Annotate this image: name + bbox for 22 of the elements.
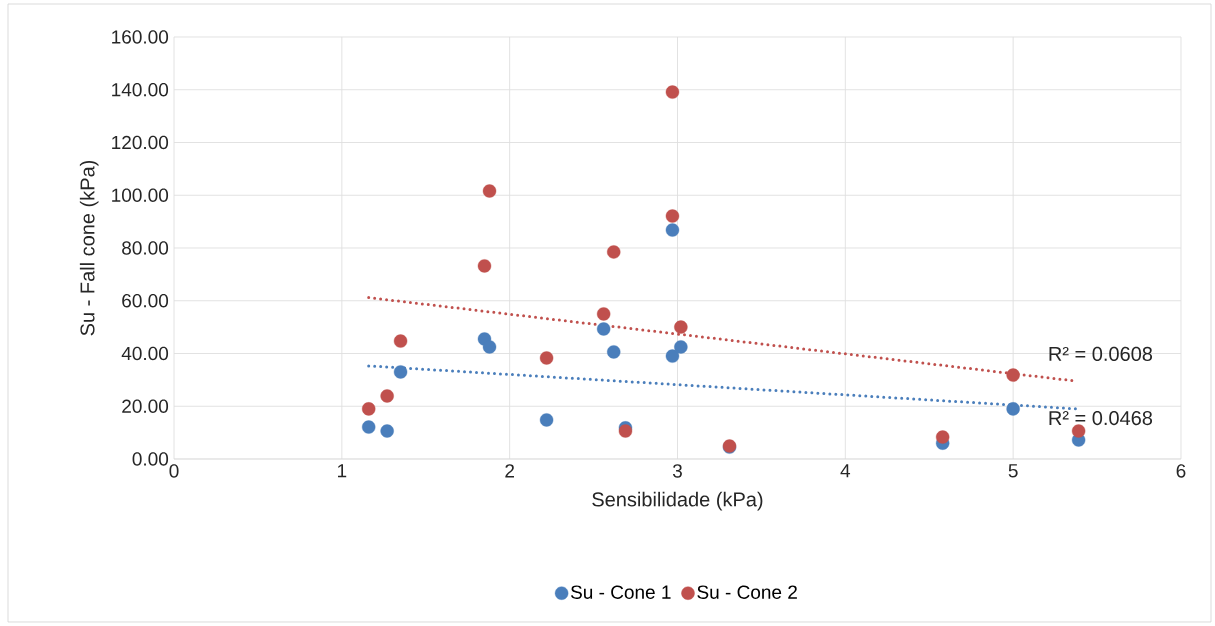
y-tick-label: 140.00 bbox=[112, 83, 169, 97]
y-tick-label: 100.00 bbox=[112, 188, 169, 202]
x-tick-label: 1 bbox=[338, 464, 347, 478]
y-axis-title: Su - Fall cone (kPa) bbox=[79, 160, 99, 336]
legend-label: Su - Cone 2 bbox=[697, 585, 797, 599]
x-tick-label: 4 bbox=[840, 464, 851, 478]
y-tick-label: 0.00 bbox=[132, 452, 169, 466]
x-tick-label: 3 bbox=[672, 464, 682, 478]
x-tick-label: 6 bbox=[1176, 464, 1186, 478]
x-tick-label: 0 bbox=[169, 464, 179, 478]
x-tick-label: 5 bbox=[1008, 464, 1018, 478]
y-tick-label: 120.00 bbox=[112, 135, 169, 150]
y-tick-label: 60.00 bbox=[122, 294, 169, 308]
annotation: R² = 0.0468 bbox=[1049, 410, 1153, 426]
y-tick-label: 40.00 bbox=[121, 346, 169, 361]
x-axis-title: Sensibilidade (kPa) bbox=[592, 491, 763, 511]
x-tick-label: 2 bbox=[505, 464, 514, 478]
y-tick-label: 20.00 bbox=[122, 399, 169, 413]
y-tick-label: 80.00 bbox=[122, 241, 169, 255]
annotation: R² = 0.0608 bbox=[1049, 346, 1153, 361]
legend-label: Su - Cone 1 bbox=[570, 585, 671, 599]
y-tick-label: 160.00 bbox=[112, 30, 169, 44]
